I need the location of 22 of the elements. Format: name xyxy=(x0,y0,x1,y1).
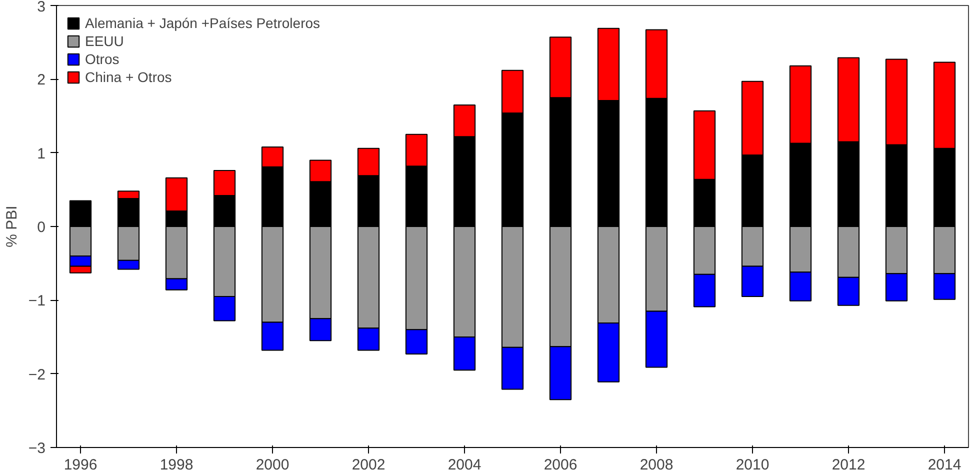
y-tick-label: −1 xyxy=(28,292,46,310)
x-tick-label: 2002 xyxy=(352,456,386,472)
y-tick-label: −2 xyxy=(28,366,46,384)
y-tick-label: 0 xyxy=(37,219,46,236)
x-tick-label: 2010 xyxy=(736,456,770,472)
legend-label: China + Otros xyxy=(85,69,172,85)
y-tick-label: 3 xyxy=(37,0,46,16)
x-tick-label: 2004 xyxy=(448,456,482,472)
x-tick-label: 1998 xyxy=(160,456,194,472)
x-tick-label: 2000 xyxy=(256,456,290,472)
x-tick-label: 2014 xyxy=(928,456,962,472)
y-tick-label: 2 xyxy=(37,72,46,89)
x-tick-label: 1996 xyxy=(64,456,98,472)
legend-label: Otros xyxy=(85,51,120,67)
x-tick-label: 2012 xyxy=(832,456,866,472)
y-tick-label: 1 xyxy=(37,145,46,162)
y-axis-title: % PBI xyxy=(3,206,20,248)
y-tick-label: −3 xyxy=(28,440,46,457)
x-tick-label: 2008 xyxy=(640,456,674,472)
x-tick-label: 2006 xyxy=(544,456,578,472)
legend-label: Alemania + Japón +Países Petroleros xyxy=(85,15,320,31)
legend-label: EEUU xyxy=(85,33,124,49)
